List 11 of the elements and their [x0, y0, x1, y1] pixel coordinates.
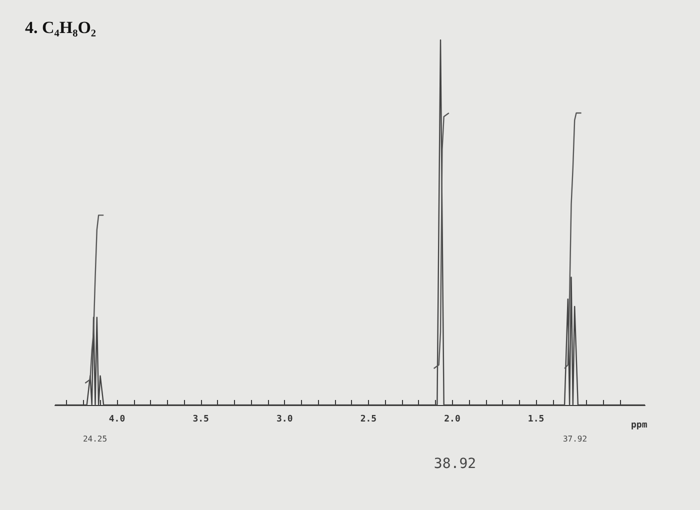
text: 37.92: [562, 434, 588, 444]
x-tick-label: 3.5: [192, 414, 209, 424]
x-tick-label: 4.0: [108, 414, 126, 424]
x-axis-title: ppm: [631, 420, 648, 430]
x-tick-label: 2.5: [360, 414, 377, 424]
x-tick-label: 2.0: [444, 414, 460, 424]
x-tick-label: 1.5: [528, 414, 544, 424]
text: 24.25: [82, 434, 108, 444]
chart-title: 4. C₄H₈O₂: [25, 18, 96, 37]
x-tick-label: 3.0: [276, 414, 293, 424]
text: 38.92: [434, 456, 476, 472]
